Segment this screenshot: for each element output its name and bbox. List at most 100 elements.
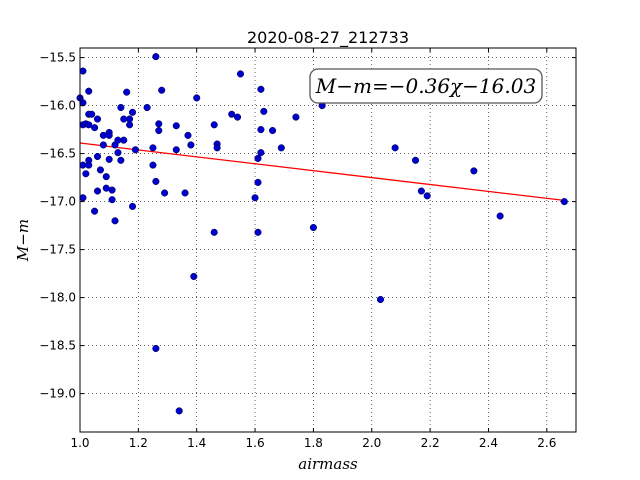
data-point bbox=[470, 167, 478, 175]
x-tick-label: 2.4 bbox=[479, 436, 498, 450]
data-point bbox=[181, 189, 189, 197]
data-point bbox=[210, 228, 218, 236]
data-point bbox=[277, 144, 285, 152]
grid bbox=[79, 48, 576, 432]
y-tick-label: −18.0 bbox=[39, 291, 76, 305]
x-tick-label: 1.4 bbox=[187, 436, 206, 450]
data-point bbox=[120, 136, 128, 144]
data-point bbox=[496, 212, 504, 220]
data-point bbox=[213, 144, 221, 152]
data-point bbox=[88, 110, 96, 118]
equation-annotation: M−m=−0.36χ−16.03 bbox=[309, 68, 543, 104]
data-point bbox=[82, 170, 90, 178]
data-point bbox=[175, 407, 183, 415]
data-point bbox=[108, 186, 116, 194]
data-point bbox=[128, 202, 137, 210]
y-axis-label: M−m bbox=[14, 219, 32, 262]
data-point bbox=[85, 121, 93, 129]
data-point bbox=[149, 144, 157, 152]
data-point bbox=[128, 108, 137, 116]
data-point bbox=[111, 217, 119, 225]
data-point bbox=[117, 156, 125, 164]
data-point bbox=[187, 141, 195, 149]
data-point bbox=[143, 103, 151, 112]
data-point bbox=[85, 161, 93, 169]
axis-ticks bbox=[79, 48, 576, 432]
data-point bbox=[152, 53, 160, 61]
data-point bbox=[254, 228, 262, 236]
data-point bbox=[91, 124, 99, 132]
y-tick-label: −16.0 bbox=[39, 99, 76, 113]
equation-box bbox=[309, 68, 543, 104]
data-point bbox=[257, 85, 265, 93]
y-tick-label: −18.5 bbox=[39, 339, 76, 353]
y-tick-label: −17.5 bbox=[39, 243, 76, 257]
data-point bbox=[79, 194, 87, 202]
data-point bbox=[79, 99, 87, 107]
data-point bbox=[158, 86, 166, 94]
data-point bbox=[423, 192, 431, 200]
data-point bbox=[172, 122, 180, 130]
data-point bbox=[91, 207, 99, 215]
y-tick-label: −19.0 bbox=[39, 387, 76, 401]
x-tick-label: 2.6 bbox=[537, 436, 556, 450]
x-tick-label: 1.6 bbox=[246, 436, 265, 450]
data-point bbox=[417, 187, 425, 195]
data-point bbox=[172, 146, 180, 154]
data-point bbox=[161, 189, 169, 197]
data-point bbox=[391, 144, 399, 152]
data-point bbox=[269, 127, 277, 135]
data-point bbox=[105, 155, 113, 163]
data-point bbox=[193, 94, 201, 102]
plot-frame bbox=[79, 47, 577, 433]
x-tick-label: 2.0 bbox=[362, 436, 381, 450]
data-point bbox=[190, 272, 198, 281]
y-tick-label: −15.5 bbox=[39, 51, 76, 65]
data-point bbox=[251, 194, 259, 202]
data-point bbox=[114, 149, 122, 157]
data-point bbox=[560, 198, 568, 206]
x-tick-label: 1.0 bbox=[70, 436, 89, 450]
y-tick-labels: −15.5 −16.0 −16.5 −17.0 −17.5 −18.0 −18.5 −19.0 bbox=[39, 51, 76, 401]
data-point bbox=[254, 178, 262, 186]
data-point bbox=[257, 149, 265, 157]
data-point bbox=[411, 156, 420, 164]
data-point bbox=[152, 177, 160, 185]
fit-line-group bbox=[79, 142, 565, 202]
data-point bbox=[93, 115, 102, 123]
data-point bbox=[155, 127, 163, 135]
x-tick-label: 1.2 bbox=[129, 436, 148, 450]
data-point bbox=[184, 131, 192, 139]
data-point bbox=[79, 67, 87, 75]
x-tick-label: 2.2 bbox=[421, 436, 440, 450]
data-points bbox=[76, 53, 568, 415]
data-point bbox=[376, 295, 385, 304]
y-tick-label: −16.5 bbox=[39, 147, 76, 161]
chart-title: 2020-08-27_212733 bbox=[247, 28, 409, 48]
data-point bbox=[99, 141, 107, 149]
fit-line bbox=[79, 142, 565, 202]
data-point bbox=[102, 173, 110, 181]
y-tick-label: −17.0 bbox=[39, 195, 76, 209]
data-point bbox=[149, 161, 157, 169]
data-point bbox=[123, 88, 131, 96]
data-point bbox=[234, 113, 242, 121]
data-point bbox=[93, 152, 102, 161]
data-point bbox=[155, 120, 163, 128]
data-point bbox=[131, 146, 139, 154]
data-point bbox=[152, 344, 160, 353]
data-point bbox=[228, 110, 236, 118]
data-point bbox=[96, 166, 104, 174]
equation-text: M−m=−0.36χ−16.03 bbox=[315, 74, 536, 98]
data-point bbox=[93, 187, 102, 195]
data-point bbox=[292, 113, 300, 121]
data-point bbox=[210, 121, 218, 129]
data-point bbox=[108, 196, 116, 204]
data-point bbox=[254, 154, 262, 162]
data-point bbox=[85, 87, 93, 95]
x-axis-label: airmass bbox=[298, 455, 358, 473]
data-point bbox=[257, 126, 265, 134]
data-point bbox=[105, 131, 113, 139]
data-point bbox=[126, 121, 134, 129]
